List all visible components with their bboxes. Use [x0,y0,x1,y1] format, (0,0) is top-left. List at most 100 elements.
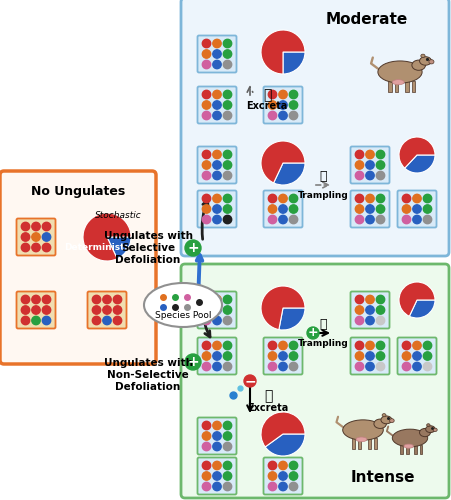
Circle shape [355,362,364,370]
Ellipse shape [381,416,392,424]
Circle shape [223,172,232,179]
Circle shape [202,40,211,48]
FancyBboxPatch shape [198,86,236,124]
Circle shape [202,60,211,68]
Wedge shape [107,237,131,258]
Circle shape [32,222,40,230]
FancyBboxPatch shape [198,338,236,374]
FancyBboxPatch shape [198,458,236,494]
Circle shape [279,462,287,469]
Ellipse shape [412,60,425,70]
Circle shape [213,50,221,58]
Circle shape [366,216,374,224]
Circle shape [376,172,385,179]
Circle shape [213,161,221,169]
Circle shape [268,342,277,349]
Circle shape [355,352,364,360]
Circle shape [213,40,221,48]
Text: Intense: Intense [350,470,415,486]
Circle shape [279,101,287,109]
Circle shape [223,216,232,224]
Text: +: + [308,326,318,340]
Circle shape [223,362,232,370]
Circle shape [223,306,232,314]
Bar [405,80,409,92]
Circle shape [355,194,364,202]
Ellipse shape [392,80,404,84]
FancyBboxPatch shape [17,218,55,256]
Circle shape [42,296,51,304]
Circle shape [21,244,30,252]
Bar [414,445,417,454]
Text: Excreta: Excreta [246,101,288,111]
FancyBboxPatch shape [350,146,390,184]
Circle shape [355,161,364,169]
Circle shape [413,205,421,213]
FancyBboxPatch shape [198,190,236,228]
Circle shape [223,442,232,450]
Circle shape [355,150,364,158]
Ellipse shape [356,437,367,442]
Text: Ungulates with
Selective
Defoliation: Ungulates with Selective Defoliation [103,232,193,264]
FancyBboxPatch shape [0,171,156,364]
Circle shape [202,316,211,324]
Circle shape [366,205,374,213]
FancyBboxPatch shape [350,338,390,374]
Ellipse shape [392,429,428,447]
Circle shape [413,342,421,349]
Circle shape [366,352,374,360]
Circle shape [376,342,385,349]
Ellipse shape [419,428,430,436]
Circle shape [223,112,232,120]
Ellipse shape [390,418,394,422]
Circle shape [213,472,221,480]
Circle shape [268,194,277,202]
Circle shape [113,316,122,324]
Circle shape [42,233,51,241]
Circle shape [289,482,298,490]
Circle shape [213,296,221,304]
Circle shape [202,216,211,224]
Circle shape [202,194,211,202]
Wedge shape [274,163,305,185]
Circle shape [202,422,211,430]
Circle shape [289,112,298,120]
Circle shape [376,296,385,304]
Circle shape [185,354,201,370]
Circle shape [279,90,287,98]
Circle shape [376,150,385,158]
Wedge shape [261,30,305,74]
Circle shape [42,222,51,230]
FancyBboxPatch shape [263,338,303,374]
Wedge shape [399,282,435,316]
Circle shape [223,482,232,490]
Circle shape [366,194,374,202]
Circle shape [92,316,101,324]
Circle shape [213,422,221,430]
Ellipse shape [433,428,437,432]
Circle shape [32,233,40,241]
FancyBboxPatch shape [397,338,437,374]
FancyBboxPatch shape [263,458,303,494]
Circle shape [213,112,221,120]
Circle shape [202,112,211,120]
Circle shape [21,233,30,241]
Circle shape [32,244,40,252]
Circle shape [202,442,211,450]
FancyBboxPatch shape [87,292,126,329]
Circle shape [92,306,101,314]
Circle shape [213,316,221,324]
Circle shape [376,205,385,213]
Circle shape [413,194,421,202]
Wedge shape [265,434,305,456]
Circle shape [366,342,374,349]
Circle shape [103,316,111,324]
Circle shape [402,362,411,370]
FancyBboxPatch shape [263,190,303,228]
Text: −: − [244,374,256,388]
Circle shape [223,316,232,324]
Circle shape [213,432,221,440]
Circle shape [32,306,40,314]
Circle shape [213,362,221,370]
Circle shape [21,316,30,324]
